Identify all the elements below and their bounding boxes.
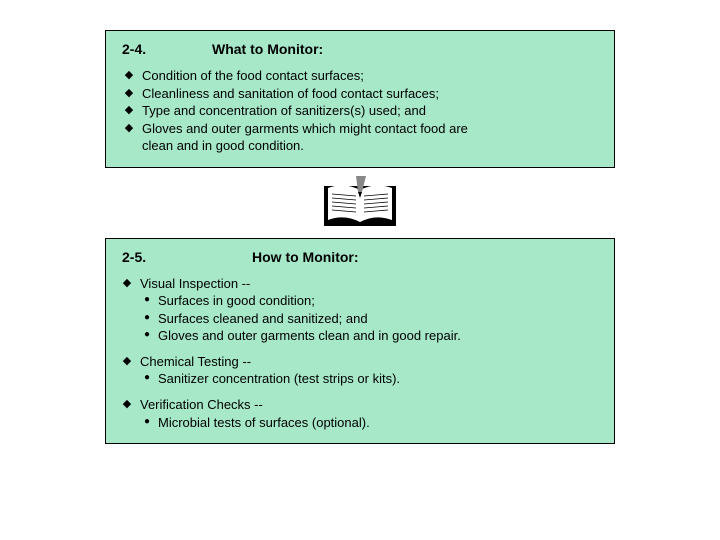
section-number: 2-5. [122,249,252,265]
circle-bullet-icon: ● [142,292,152,308]
list-item: ◆ Condition of the food contact surfaces… [124,67,598,85]
sub-item: ● Surfaces in good condition; [142,292,598,310]
sub-item-text: Surfaces cleaned and sanitized; and [158,310,368,328]
sub-list: ● Sanitizer concentration (test strips o… [122,370,598,388]
group-verification-checks: ◆ Verification Checks -- ● Microbial tes… [122,396,598,431]
list-item-text: Type and concentration of sanitizers(s) … [142,102,598,120]
sub-item: ● Microbial tests of surfaces (optional)… [142,414,598,432]
section-number: 2-4. [122,41,212,57]
list-item-text: Condition of the food contact surfaces; [142,67,598,85]
sub-item-text: Gloves and outer garments clean and in g… [158,327,461,345]
list-item: ◆ Visual Inspection -- [122,275,598,293]
list-item: ◆ Cleanliness and sanitation of food con… [124,85,598,103]
group-visual-inspection: ◆ Visual Inspection -- ● Surfaces in goo… [122,275,598,345]
list-item: ◆ Gloves and outer garments which might … [124,120,598,138]
panel-how-to-monitor: 2-5. How to Monitor: ◆ Visual Inspection… [105,238,615,444]
diamond-bullet-icon: ◆ [122,353,132,370]
panel1-header: 2-4. What to Monitor: [122,41,598,57]
circle-bullet-icon: ● [142,310,152,326]
list-item: ◆ Type and concentration of sanitizers(s… [124,102,598,120]
circle-bullet-icon: ● [142,414,152,430]
list-item-text: Cleanliness and sanitation of food conta… [142,85,598,103]
panel2-header: 2-5. How to Monitor: [122,249,598,265]
sub-item-text: Sanitizer concentration (test strips or … [158,370,400,388]
diamond-bullet-icon: ◆ [122,275,132,292]
diamond-bullet-icon: ◆ [122,396,132,413]
group-chemical-testing: ◆ Chemical Testing -- ● Sanitizer concen… [122,353,598,388]
diamond-bullet-icon: ◆ [124,120,134,137]
circle-bullet-icon: ● [142,327,152,343]
circle-bullet-icon: ● [142,370,152,386]
book-icon-wrap [105,174,615,234]
diamond-bullet-icon: ◆ [124,102,134,119]
list-item: ◆ Chemical Testing -- [122,353,598,371]
panel-what-to-monitor: 2-4. What to Monitor: ◆ Condition of the… [105,30,615,168]
sub-item: ● Sanitizer concentration (test strips o… [142,370,598,388]
sub-list: ● Surfaces in good condition; ● Surfaces… [122,292,598,345]
sub-item: ● Surfaces cleaned and sanitized; and [142,310,598,328]
sub-item: ● Gloves and outer garments clean and in… [142,327,598,345]
group-heading: Chemical Testing -- [140,353,598,371]
group-heading: Verification Checks -- [140,396,598,414]
section-title: What to Monitor: [212,41,323,57]
section-title: How to Monitor: [252,249,359,265]
group-heading: Visual Inspection -- [140,275,598,293]
diamond-bullet-icon: ◆ [124,67,134,84]
panel1-list: ◆ Condition of the food contact surfaces… [122,67,598,155]
list-item-continuation: clean and in good condition. [124,137,598,155]
sub-item-text: Microbial tests of surfaces (optional). [158,414,370,432]
sub-item-text: Surfaces in good condition; [158,292,315,310]
sub-list: ● Microbial tests of surfaces (optional)… [122,414,598,432]
list-item-text: Gloves and outer garments which might co… [142,120,598,138]
list-item: ◆ Verification Checks -- [122,396,598,414]
diamond-bullet-icon: ◆ [124,85,134,102]
open-book-icon [318,174,402,234]
